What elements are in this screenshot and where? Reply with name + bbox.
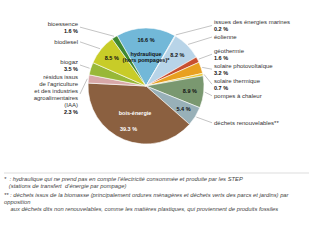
leader-line — [176, 26, 212, 35]
slice-name-line: éolienne — [214, 34, 237, 40]
data-label: 8.9 % — [183, 88, 197, 94]
leader-line — [80, 65, 90, 68]
slice-name-line: biogaz — [60, 59, 78, 65]
slice-name: résidus issusde l'agricultureet des indu… — [34, 74, 79, 108]
leader-line — [202, 67, 212, 69]
labels: hydraulique(hors pompages)* 16.6 % 8.2 % 8.… — [34, 19, 290, 132]
leader-line — [80, 79, 87, 94]
data-label: 8.2 % — [170, 52, 184, 58]
slice-name: éolienne — [214, 34, 237, 40]
slice-name: issues des énergies marines — [214, 19, 290, 25]
data-label: 1.6 % — [64, 28, 78, 34]
slices — [88, 28, 204, 144]
slice-name: bois-énergie — [119, 110, 152, 116]
footnote-line: * : hydraulique qui ne prend pas en comp… — [4, 176, 243, 182]
data-label: 3.5 % — [64, 66, 78, 72]
slice-name-line: bois-énergie — [119, 110, 152, 116]
data-label: 5.4 % — [176, 106, 190, 112]
slice-name-line: et des industries — [34, 88, 78, 94]
slice-name-line: (IAA) — [64, 102, 78, 108]
leader-line — [199, 54, 212, 59]
slice-name: hydraulique(hors pompages)* — [123, 51, 171, 63]
footnote: ** : déchets issus de la biomasse (princ… — [4, 192, 290, 212]
footnote-line: aux déchets dits non renouvelables, comm… — [4, 206, 278, 212]
slice-name-line: issues des énergies marines — [214, 19, 290, 25]
data-label: 0.2 % — [214, 26, 228, 32]
slice-name-line: biodiesel — [54, 39, 78, 45]
leader-line — [196, 117, 212, 123]
slice-name: solaire photovoltaïque — [214, 63, 273, 69]
chart: hydraulique(hors pompages)* 16.6 % 8.2 % 8.… — [0, 0, 313, 250]
leader-line — [80, 27, 114, 36]
slice-name-line: déchets renouvelables** — [214, 120, 279, 126]
data-label: 1.6 % — [214, 55, 228, 61]
leader-line — [188, 37, 212, 44]
data-label: 0.7 % — [214, 85, 228, 91]
slice-name-line: solaire thermique — [214, 78, 261, 84]
footnote-separator — [4, 173, 309, 174]
pie-slice — [88, 83, 190, 144]
data-label: 3.2 % — [214, 70, 228, 76]
slice-name-line: résidus issus — [43, 74, 78, 80]
slice-name: géothermie — [214, 48, 245, 54]
slice-name-line: agroalimentaires — [34, 95, 78, 101]
slice-name-line: pompes à chaleur — [214, 93, 262, 99]
leader-line — [80, 42, 100, 49]
slice-name-line: de l'agriculture — [39, 81, 78, 87]
slice-name-line: solaire photovoltaïque — [214, 63, 273, 69]
data-label: 8.5 % — [105, 55, 119, 61]
footnote-line: opposition — [4, 199, 30, 205]
slice-name: biogaz — [60, 59, 78, 65]
data-label: 16.6 % — [137, 37, 154, 43]
slice-name: bioessence — [48, 21, 79, 27]
slice-name: déchets renouvelables** — [214, 120, 279, 126]
background — [0, 0, 313, 250]
leader-line — [204, 74, 212, 84]
footnote-line: ** : déchets issus de la biomasse (princ… — [4, 192, 290, 198]
slice-name-line: (hors pompages)* — [123, 57, 171, 63]
leader-line — [205, 92, 212, 96]
footnote: * : hydraulique qui ne prend pas en comp… — [4, 176, 243, 189]
slice-name: pompes à chaleur — [214, 93, 262, 99]
slice-name: biodiesel — [54, 39, 78, 45]
data-label: 39.3 % — [120, 126, 137, 132]
leader-lines — [80, 26, 212, 123]
footnote-line: (stations de transfert d’énergie par pom… — [4, 183, 127, 189]
slice-name: solaire thermique — [214, 78, 261, 84]
footnotes: * : hydraulique qui ne prend pas en comp… — [4, 173, 309, 212]
data-label: 2.3 % — [64, 109, 78, 115]
slice-name-line: bioessence — [48, 21, 79, 27]
slice-name-line: géothermie — [214, 48, 245, 54]
